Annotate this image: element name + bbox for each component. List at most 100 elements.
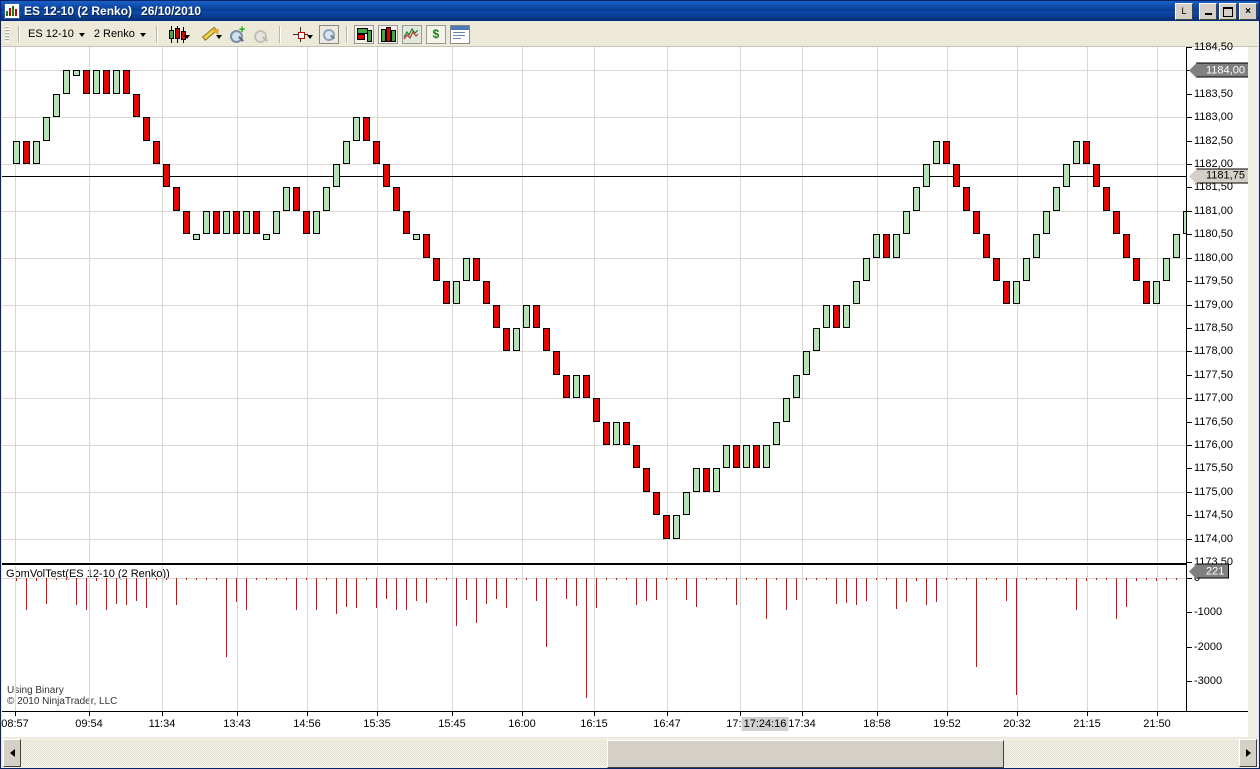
- strategies-button[interactable]: [377, 24, 399, 44]
- renko-brick: [173, 187, 180, 211]
- instrument-selector[interactable]: ES 12-10: [24, 25, 90, 43]
- maximize-button[interactable]: [1219, 3, 1237, 20]
- volume-bar: [666, 578, 667, 580]
- price-axis-label: 1183,50: [1194, 87, 1233, 100]
- time-axis-label: 14:56: [293, 718, 321, 730]
- zoom-out-button[interactable]: [251, 24, 273, 44]
- interval-selector[interactable]: 2 Renko: [90, 25, 151, 43]
- price-panel[interactable]: [2, 47, 1186, 562]
- volume-bar: [786, 578, 787, 610]
- renko-brick: [743, 444, 750, 469]
- chart-canvas[interactable]: GomVolTest(ES 12-10 (2 Renko)) Using Bin…: [1, 41, 1258, 737]
- volume-bar: [1096, 578, 1097, 580]
- volume-bar: [416, 578, 417, 602]
- renko-brick: [1063, 164, 1070, 188]
- renko-brick: [793, 374, 800, 399]
- data-box-button[interactable]: [318, 24, 340, 44]
- time-gridline: [1017, 47, 1018, 562]
- volume-bar: [336, 578, 337, 615]
- time-gridline: [947, 47, 948, 562]
- time-axis-tick: [307, 712, 308, 716]
- renko-brick: [673, 515, 680, 539]
- volume-bar: [576, 578, 577, 606]
- time-axis[interactable]: 08:57 09:54 11:34 13:43 14:56 15:35 15:45 16:00…: [1, 711, 1248, 737]
- volume-bar: [756, 578, 757, 580]
- renko-brick: [323, 187, 330, 211]
- time-axis-label: 16:47: [653, 718, 681, 730]
- price-axis-label: 1180,50: [1194, 228, 1233, 241]
- volume-bar: [206, 578, 207, 580]
- volume-bar: [1116, 578, 1117, 620]
- volume-bar: [1066, 578, 1067, 580]
- renko-brick: [863, 257, 870, 282]
- renko-brick: [813, 327, 820, 352]
- renko-brick: [783, 398, 790, 422]
- volume-bar: [1056, 578, 1057, 580]
- scrollbar-track[interactable]: [22, 740, 1238, 768]
- time-axis-label: 16:15: [580, 718, 608, 730]
- renko-brick: [683, 491, 690, 516]
- volume-bar: [616, 578, 617, 580]
- time-axis-label: 09:54: [75, 718, 103, 730]
- bar-type-button[interactable]: [163, 24, 193, 44]
- renko-brick: [13, 140, 20, 165]
- scrollbar-thumb[interactable]: [607, 740, 1004, 768]
- renko-brick: [333, 164, 340, 188]
- price-axis-label: 1180,00: [1194, 251, 1233, 264]
- order-entry-button[interactable]: $: [425, 24, 447, 44]
- volume-bar: [646, 578, 647, 601]
- price-axis-tick: [1187, 304, 1192, 306]
- scroll-left-button[interactable]: [3, 739, 21, 767]
- volume-bar: [136, 578, 137, 601]
- renko-brick: [663, 515, 670, 539]
- time-axis-label: 16:00: [508, 718, 536, 730]
- toolbar-grip[interactable]: [5, 26, 9, 42]
- volume-bar: [26, 578, 27, 611]
- restore-small-button[interactable]: L: [1175, 3, 1193, 20]
- minimize-button[interactable]: [1199, 3, 1217, 20]
- zoom-in-button[interactable]: +: [227, 24, 249, 44]
- renko-brick: [493, 304, 500, 328]
- chart-style-button[interactable]: [401, 24, 423, 44]
- renko-brick: [753, 444, 760, 469]
- volume-bar: [956, 578, 957, 580]
- time-gridline: [740, 566, 741, 711]
- crosshair-time-label: 17:24:16: [741, 717, 789, 731]
- crosshair-button[interactable]: [286, 24, 316, 44]
- time-axis-tick: [15, 712, 16, 716]
- drawing-tools-button[interactable]: [195, 24, 225, 44]
- volume-bar: [776, 578, 777, 580]
- volume-indicator-panel[interactable]: GomVolTest(ES 12-10 (2 Renko)) Using Bin…: [2, 566, 1186, 711]
- time-gridline: [522, 47, 523, 562]
- chart-icon: [4, 3, 20, 19]
- time-axis-tick: [237, 712, 238, 716]
- renko-brick: [253, 210, 260, 235]
- horizontal-scrollbar[interactable]: [2, 738, 1258, 768]
- close-button[interactable]: ×: [1239, 3, 1257, 20]
- volume-axis-tick: [1187, 612, 1192, 614]
- time-axis-tick: [594, 712, 595, 716]
- indicators-button[interactable]: [353, 24, 375, 44]
- volume-bar: [996, 578, 997, 581]
- renko-brick: [823, 304, 830, 328]
- scroll-right-button[interactable]: [1239, 739, 1257, 767]
- properties-button[interactable]: [449, 24, 471, 44]
- renko-brick: [873, 234, 880, 258]
- volume-bar: [236, 578, 237, 603]
- time-gridline: [802, 47, 803, 562]
- renko-brick: [303, 210, 310, 235]
- watermark: Using Binary © 2010 NinjaTrader, LLC: [7, 685, 117, 707]
- properties-icon: [449, 24, 470, 44]
- last-price-marker: 1184,00: [1189, 62, 1250, 79]
- volume-bar: [126, 578, 127, 606]
- volume-bar: [536, 578, 537, 602]
- price-axis[interactable]: 1184,50 1184,00 1183,50 1183,00 1182,50 1182,…: [1186, 41, 1250, 711]
- window-controls: L ×: [1175, 3, 1257, 20]
- volume-bar: [326, 578, 327, 580]
- price-axis-tick: [1187, 140, 1192, 142]
- renko-brick: [453, 281, 460, 305]
- price-axis-tick: [1187, 491, 1192, 493]
- renko-brick: [983, 234, 990, 258]
- volume-bar: [806, 578, 807, 580]
- volume-bar: [306, 578, 307, 581]
